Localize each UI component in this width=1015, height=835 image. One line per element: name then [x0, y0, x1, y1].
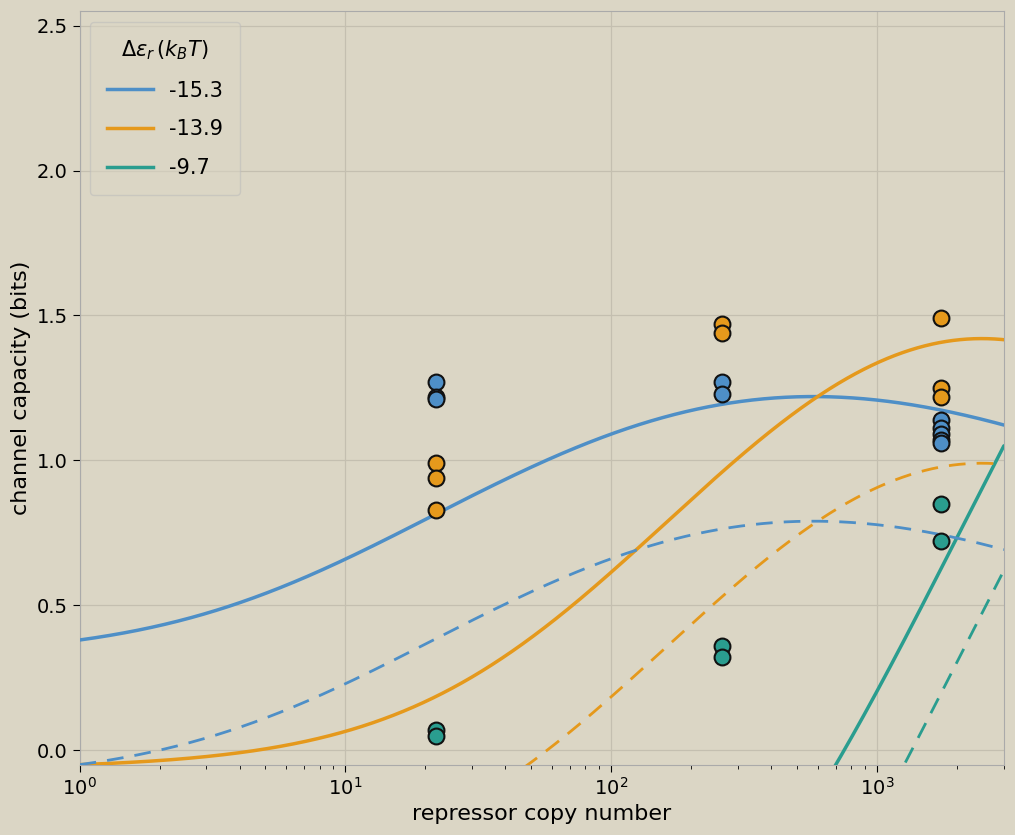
Point [428, 723, 445, 736]
Legend: -15.3, -13.9, -9.7: -15.3, -13.9, -9.7 [90, 22, 240, 195]
Point [933, 428, 949, 441]
Point [714, 639, 730, 652]
Point [428, 376, 445, 389]
Point [428, 392, 445, 406]
Point [428, 457, 445, 470]
Point [933, 311, 949, 325]
Point [933, 436, 949, 449]
Point [428, 729, 445, 742]
Point [933, 413, 949, 427]
Point [428, 503, 445, 516]
X-axis label: repressor copy number: repressor copy number [412, 804, 671, 824]
Point [933, 382, 949, 395]
Point [933, 390, 949, 403]
Point [714, 317, 730, 331]
Point [933, 497, 949, 510]
Point [714, 387, 730, 400]
Point [714, 376, 730, 389]
Point [933, 534, 949, 548]
Point [933, 433, 949, 447]
Y-axis label: channel capacity (bits): channel capacity (bits) [11, 261, 31, 515]
Point [428, 390, 445, 403]
Point [428, 471, 445, 484]
Point [714, 326, 730, 340]
Point [933, 422, 949, 435]
Point [714, 650, 730, 664]
